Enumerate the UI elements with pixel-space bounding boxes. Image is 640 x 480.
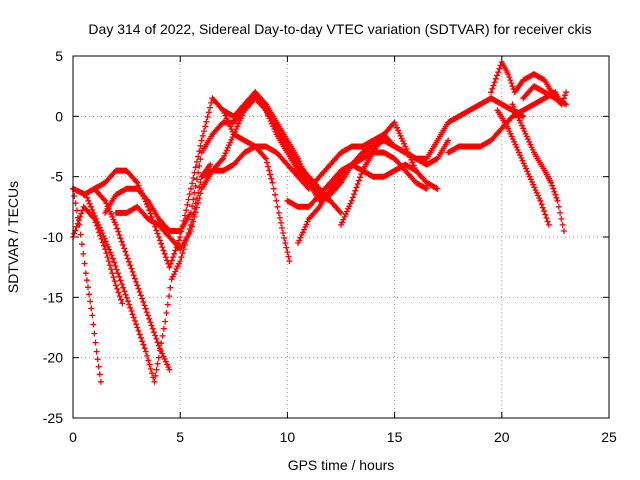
y-tick-label: -5 xyxy=(51,169,64,185)
y-tick-label: -10 xyxy=(43,229,63,245)
x-tick-label: 5 xyxy=(176,429,184,445)
series-sat-p xyxy=(509,101,567,234)
series-sat-l xyxy=(338,119,441,228)
series-sat-q xyxy=(520,83,570,108)
series-markers xyxy=(220,89,430,204)
series-markers xyxy=(509,101,567,234)
y-axis-label: SDTVAR / TECUs xyxy=(5,181,21,293)
series-markers xyxy=(494,107,552,228)
series-markers xyxy=(112,95,344,253)
series-sat-d xyxy=(80,185,173,373)
x-tick-label: 20 xyxy=(494,429,510,445)
y-tick-label: 5 xyxy=(55,48,63,64)
y-tick-labels: 5 0 -5 -10 -15 -20 -25 xyxy=(43,48,63,426)
x-tick-labels: 0 5 10 15 20 25 xyxy=(69,429,617,445)
x-tick-label: 25 xyxy=(601,429,617,445)
series-sat-o xyxy=(494,107,552,228)
x-axis-label: GPS time / hours xyxy=(288,457,395,473)
series-markers xyxy=(338,119,441,228)
x-tick-label: 0 xyxy=(69,429,77,445)
x-tick-label: 15 xyxy=(387,429,403,445)
plot-frame xyxy=(72,55,610,419)
y-tick-label: -25 xyxy=(43,410,63,426)
x-tick-label: 10 xyxy=(280,429,296,445)
series-markers xyxy=(520,83,570,108)
y-tick-label: -15 xyxy=(43,289,63,305)
y-tick-label: -20 xyxy=(43,350,63,366)
series-sat-j xyxy=(284,95,527,210)
series-sat-g xyxy=(112,95,344,253)
series-markers xyxy=(284,95,527,210)
chart-title: Day 314 of 2022, Sidereal Day-to-day VTE… xyxy=(88,21,591,37)
series-sat-i xyxy=(220,89,430,204)
y-tick-label: 0 xyxy=(55,108,63,124)
series-markers xyxy=(80,185,173,373)
